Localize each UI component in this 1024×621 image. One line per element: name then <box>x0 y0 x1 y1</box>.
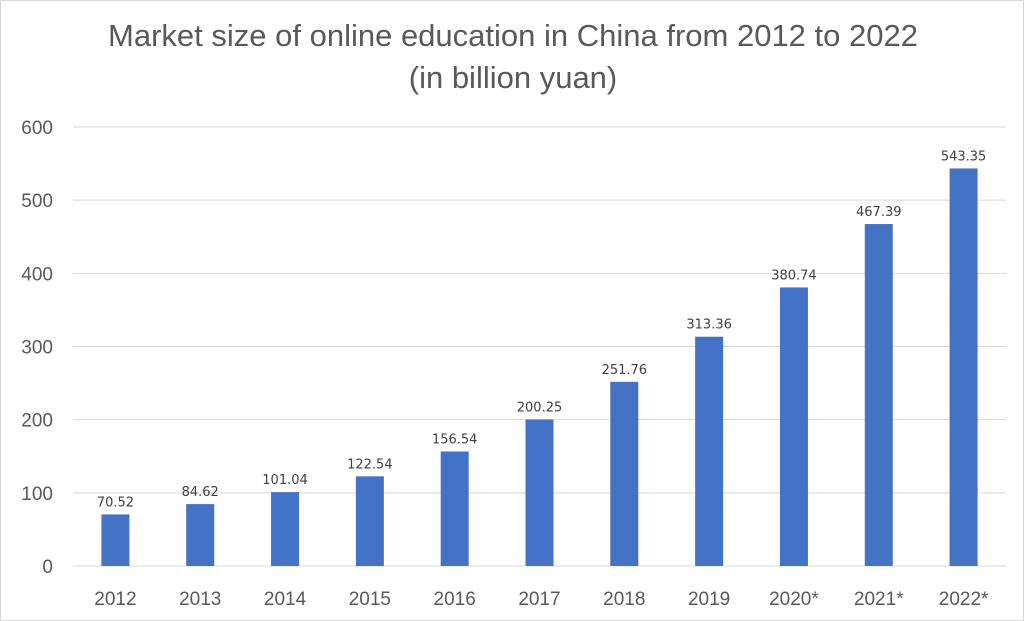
bar <box>186 504 215 566</box>
x-tick-label: 2016 <box>434 589 476 610</box>
chart-title: Market size of online education in China… <box>108 18 918 95</box>
data-label: 251.76 <box>602 363 648 378</box>
x-tick-label: 2017 <box>518 589 560 610</box>
bar <box>949 168 978 566</box>
data-label: 70.52 <box>97 495 134 510</box>
x-tick-label: 2013 <box>179 589 221 610</box>
bar <box>525 419 554 566</box>
data-label: 380.74 <box>771 268 817 283</box>
y-tick-label: 600 <box>21 118 53 139</box>
data-label: 101.04 <box>262 473 308 488</box>
y-tick-label: 0 <box>42 557 53 578</box>
data-label: 84.62 <box>182 485 219 500</box>
x-tick-label: 2015 <box>349 589 391 610</box>
data-label: 122.54 <box>347 457 393 472</box>
x-tick-label: 2020* <box>769 589 819 610</box>
data-label: 156.54 <box>432 432 478 447</box>
y-tick-label: 500 <box>21 191 53 212</box>
bar <box>610 381 639 566</box>
data-label: 200.25 <box>517 400 563 415</box>
y-tick-label: 400 <box>21 264 53 285</box>
bar <box>355 476 384 566</box>
x-tick-label: 2022* <box>939 589 989 610</box>
x-tick-label: 2019 <box>688 589 730 610</box>
y-tick-label: 100 <box>21 484 53 505</box>
data-label: 313.36 <box>686 318 732 333</box>
bar <box>101 514 130 566</box>
x-tick-label: 2018 <box>603 589 645 610</box>
x-tick-label: 2021* <box>854 589 904 610</box>
bar <box>695 336 724 566</box>
y-tick-label: 300 <box>21 338 53 359</box>
y-tick-label: 200 <box>21 411 53 432</box>
x-tick-label: 2012 <box>94 589 136 610</box>
bar <box>440 451 469 566</box>
bar <box>779 287 808 566</box>
data-label: 543.35 <box>941 149 987 164</box>
bar <box>864 224 893 567</box>
bar <box>271 492 300 566</box>
data-label: 467.39 <box>856 205 902 220</box>
x-tick-label: 2014 <box>264 589 307 610</box>
